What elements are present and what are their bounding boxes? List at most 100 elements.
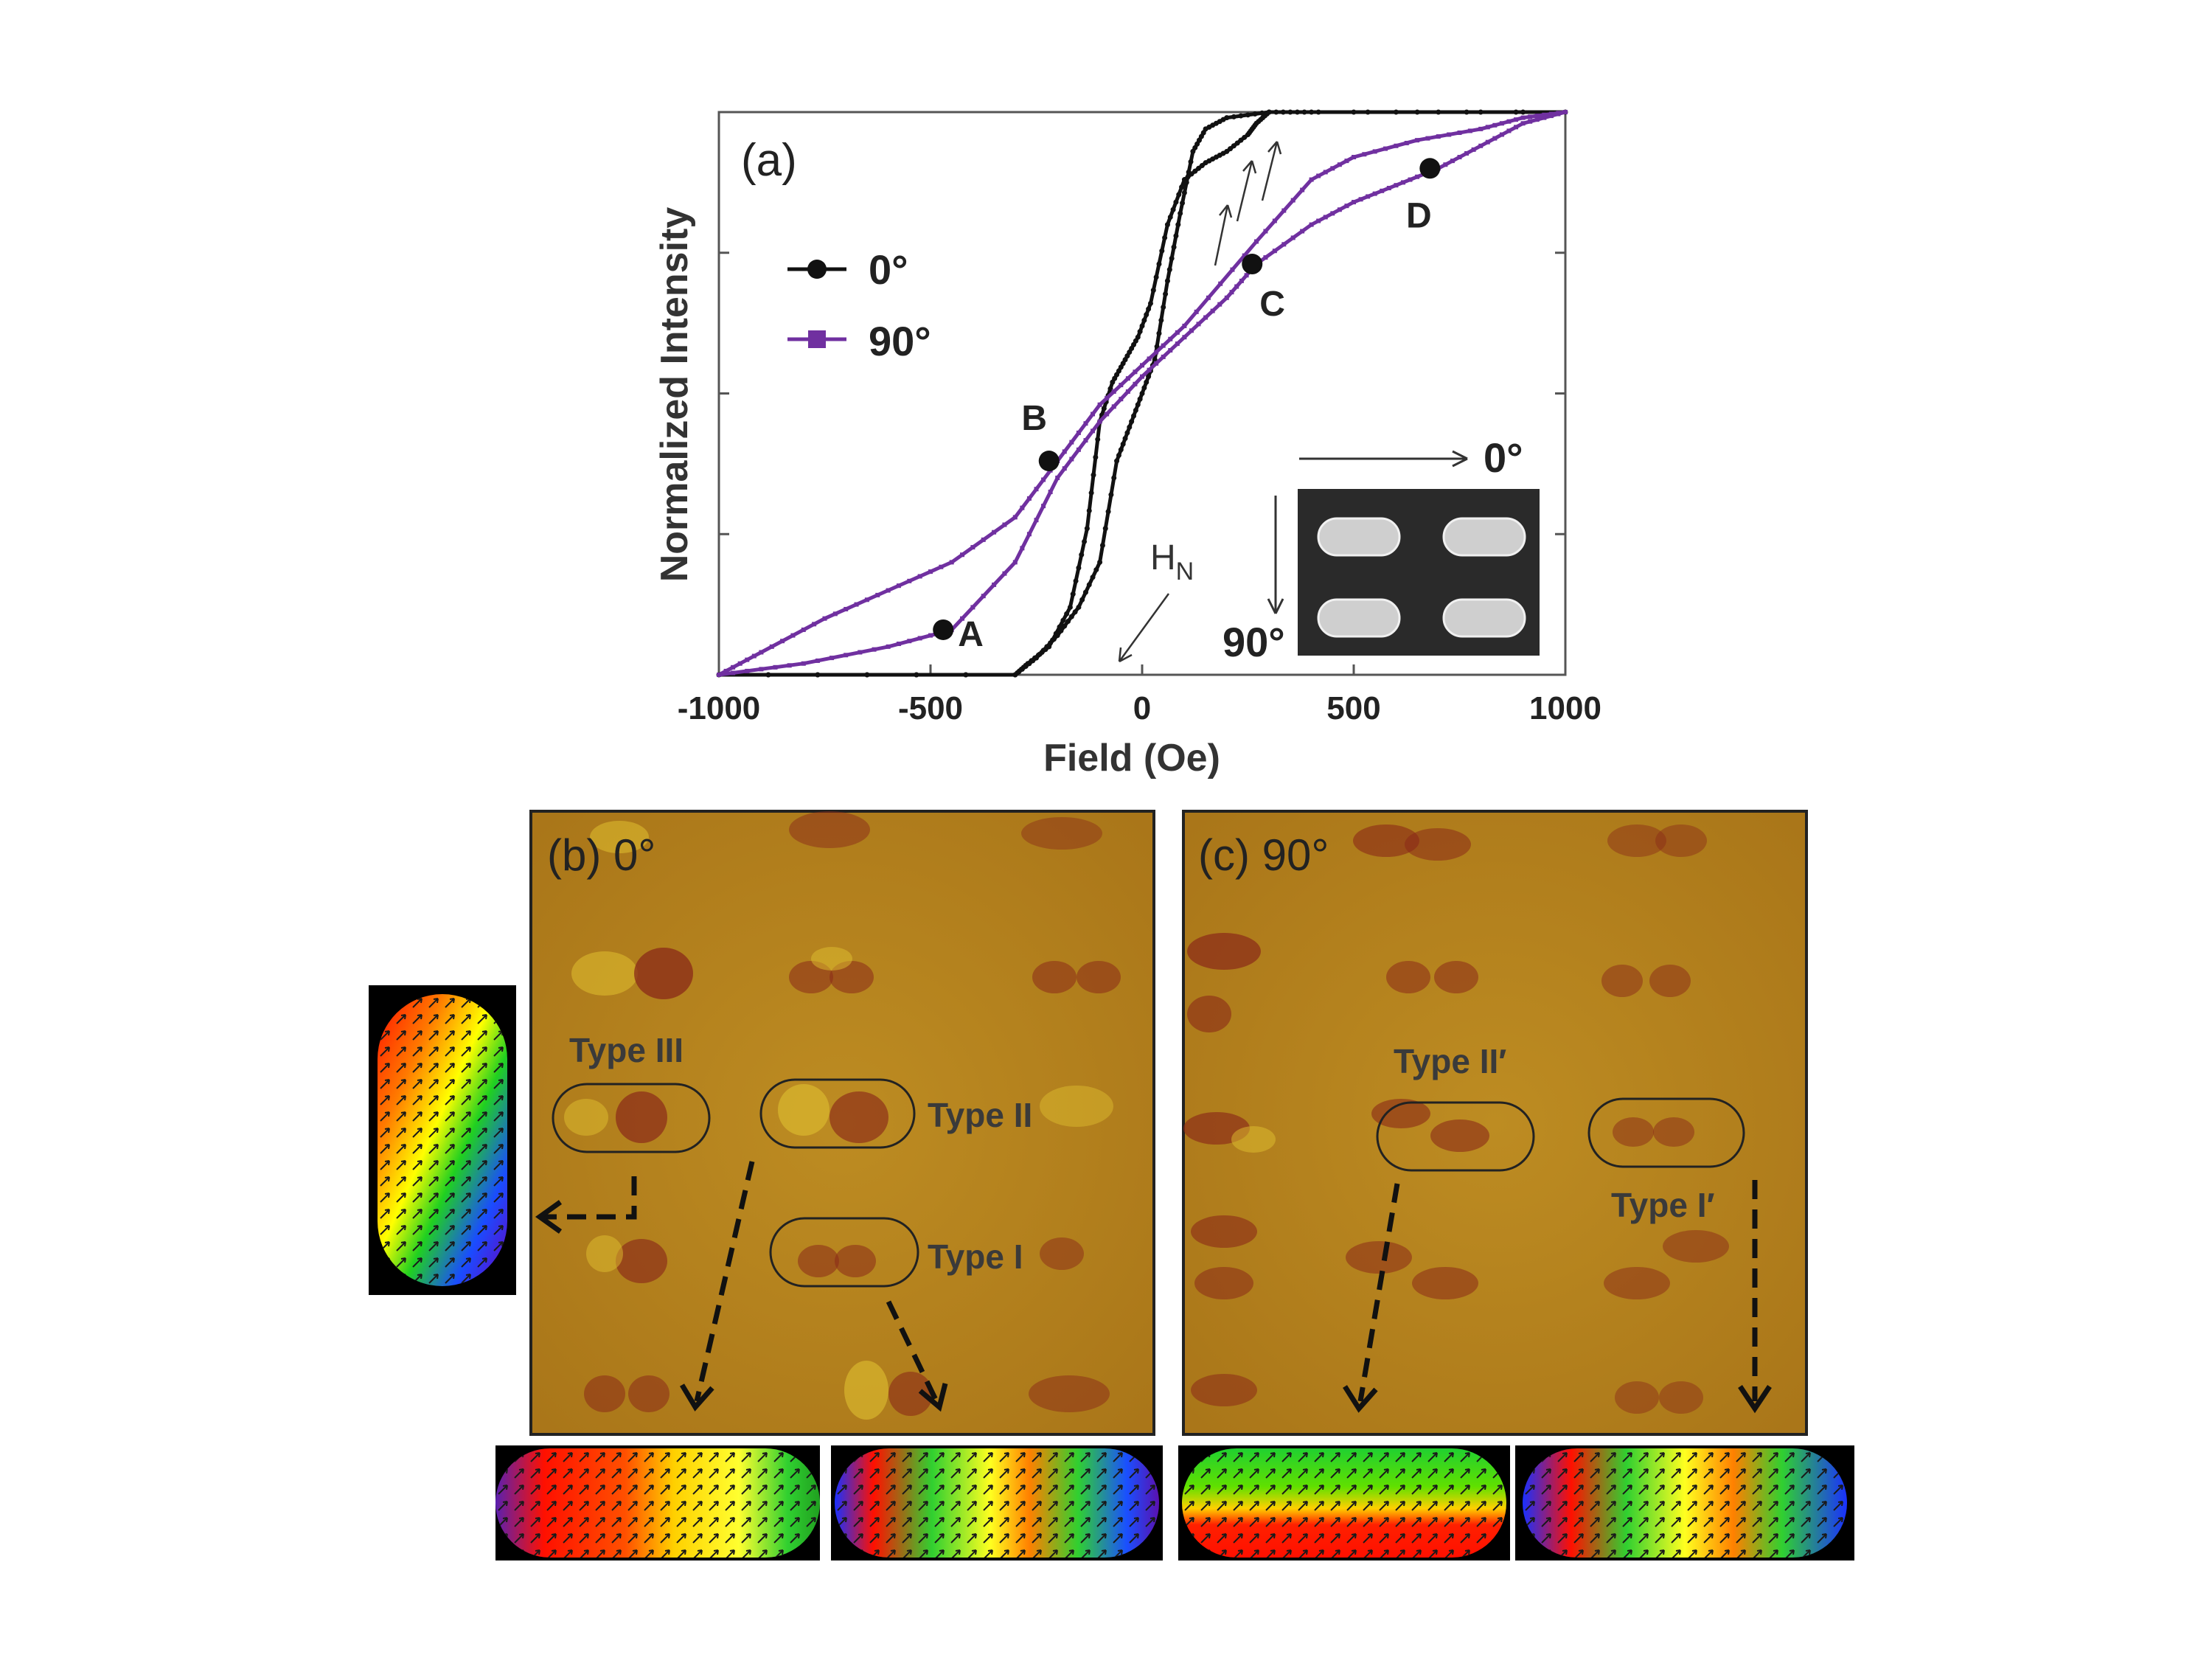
y-axis-ticks — [719, 251, 1565, 535]
data-point — [1542, 112, 1547, 117]
data-point — [1093, 567, 1099, 573]
data-point — [1095, 437, 1101, 442]
data-point — [1069, 440, 1074, 445]
data-point — [960, 616, 965, 621]
labeled-points: A B C D — [933, 158, 1441, 654]
type-ii-label: Type II — [928, 1096, 1032, 1134]
sim-type-ii — [831, 1445, 1163, 1560]
data-point — [1131, 413, 1137, 419]
dashed-arrows-c — [1357, 1180, 1758, 1402]
x-axis-ticks: -1000 -500 0 500 1000 — [678, 664, 1601, 726]
data-point — [1528, 119, 1533, 124]
data-point — [1169, 255, 1175, 261]
data-point — [1116, 368, 1121, 374]
data-point — [1206, 295, 1211, 300]
data-point — [1300, 229, 1305, 234]
data-point — [1084, 526, 1090, 532]
dashed-arrows-b — [544, 1161, 939, 1403]
point-label-c: C — [1259, 285, 1285, 324]
data-point — [1012, 560, 1018, 565]
hn-arrow — [1118, 593, 1170, 662]
data-point — [1231, 143, 1237, 149]
data-point — [1083, 438, 1088, 443]
inset-label-0: 0° — [1484, 434, 1523, 481]
data-point — [1372, 149, 1377, 154]
data-point — [1162, 235, 1168, 240]
data-point — [1520, 121, 1526, 126]
inset-arrow-0-head — [1452, 450, 1468, 468]
data-point — [1478, 143, 1484, 148]
mfm-image-c — [1182, 810, 1808, 1436]
data-point — [1263, 229, 1268, 234]
data-point — [1090, 574, 1096, 580]
data-point — [1147, 300, 1153, 306]
data-point — [1068, 614, 1074, 619]
data-point — [1120, 441, 1126, 447]
data-point — [1156, 261, 1162, 267]
data-point — [1111, 389, 1116, 394]
data-point — [1164, 278, 1170, 284]
data-point — [864, 597, 869, 603]
data-point — [1020, 505, 1025, 510]
sim-type-i-prime — [1515, 1445, 1854, 1560]
data-point — [1192, 145, 1198, 150]
data-point — [858, 650, 863, 655]
data-point — [1272, 218, 1277, 223]
x-tick-label: -1000 — [678, 690, 761, 726]
data-point — [1058, 628, 1064, 633]
point-c — [1242, 254, 1263, 275]
x-tick-label: 0 — [1133, 690, 1151, 726]
data-point — [1099, 543, 1105, 549]
data-point — [1183, 179, 1189, 185]
data-point — [815, 672, 821, 678]
data-point — [1534, 114, 1540, 119]
data-point — [1137, 329, 1143, 335]
data-point — [970, 545, 975, 550]
data-point — [1520, 115, 1526, 120]
hn-label: HN — [1150, 538, 1194, 586]
data-point — [1124, 430, 1130, 436]
data-point — [1119, 397, 1124, 402]
data-point — [1196, 322, 1201, 327]
mfm-contrast-c — [1183, 824, 1729, 1414]
data-point — [1116, 452, 1121, 458]
data-point — [1245, 112, 1251, 118]
data-point — [1499, 121, 1504, 126]
data-point — [1137, 396, 1143, 402]
data-point — [1082, 538, 1088, 544]
point-d — [1419, 158, 1441, 179]
type-iii-label: Type III — [569, 1031, 684, 1069]
data-point — [1316, 218, 1321, 223]
outline-type-i — [769, 1217, 919, 1288]
data-point — [872, 647, 877, 652]
data-point — [1272, 249, 1277, 254]
legend-label-0: 0° — [869, 246, 908, 293]
data-point — [1012, 515, 1018, 520]
data-point — [790, 633, 796, 638]
data-point — [1073, 578, 1079, 584]
data-point — [1192, 168, 1198, 174]
data-point — [1344, 159, 1349, 164]
data-point — [801, 627, 806, 632]
data-point — [1152, 357, 1158, 363]
data-point — [1228, 146, 1234, 152]
data-point — [1167, 214, 1173, 220]
point-label-d: D — [1406, 196, 1432, 235]
inset-dots — [1317, 517, 1526, 638]
data-point — [1323, 215, 1328, 220]
data-point — [1048, 640, 1054, 646]
data-point — [1514, 125, 1519, 130]
data-point — [1471, 147, 1476, 152]
data-point — [1290, 235, 1295, 240]
panel-b-mfm: (b) 0° Type III Type II Type I — [529, 810, 1155, 1436]
data-point — [1067, 604, 1073, 610]
data-point — [787, 663, 792, 668]
data-point — [1316, 173, 1321, 178]
data-point — [1281, 242, 1287, 247]
data-point — [1252, 111, 1258, 117]
data-point — [1443, 162, 1448, 167]
panel-c-label: (c) 90° — [1198, 830, 1329, 880]
data-point — [1139, 323, 1145, 329]
data-point — [1499, 132, 1504, 137]
data-point — [1072, 609, 1078, 615]
